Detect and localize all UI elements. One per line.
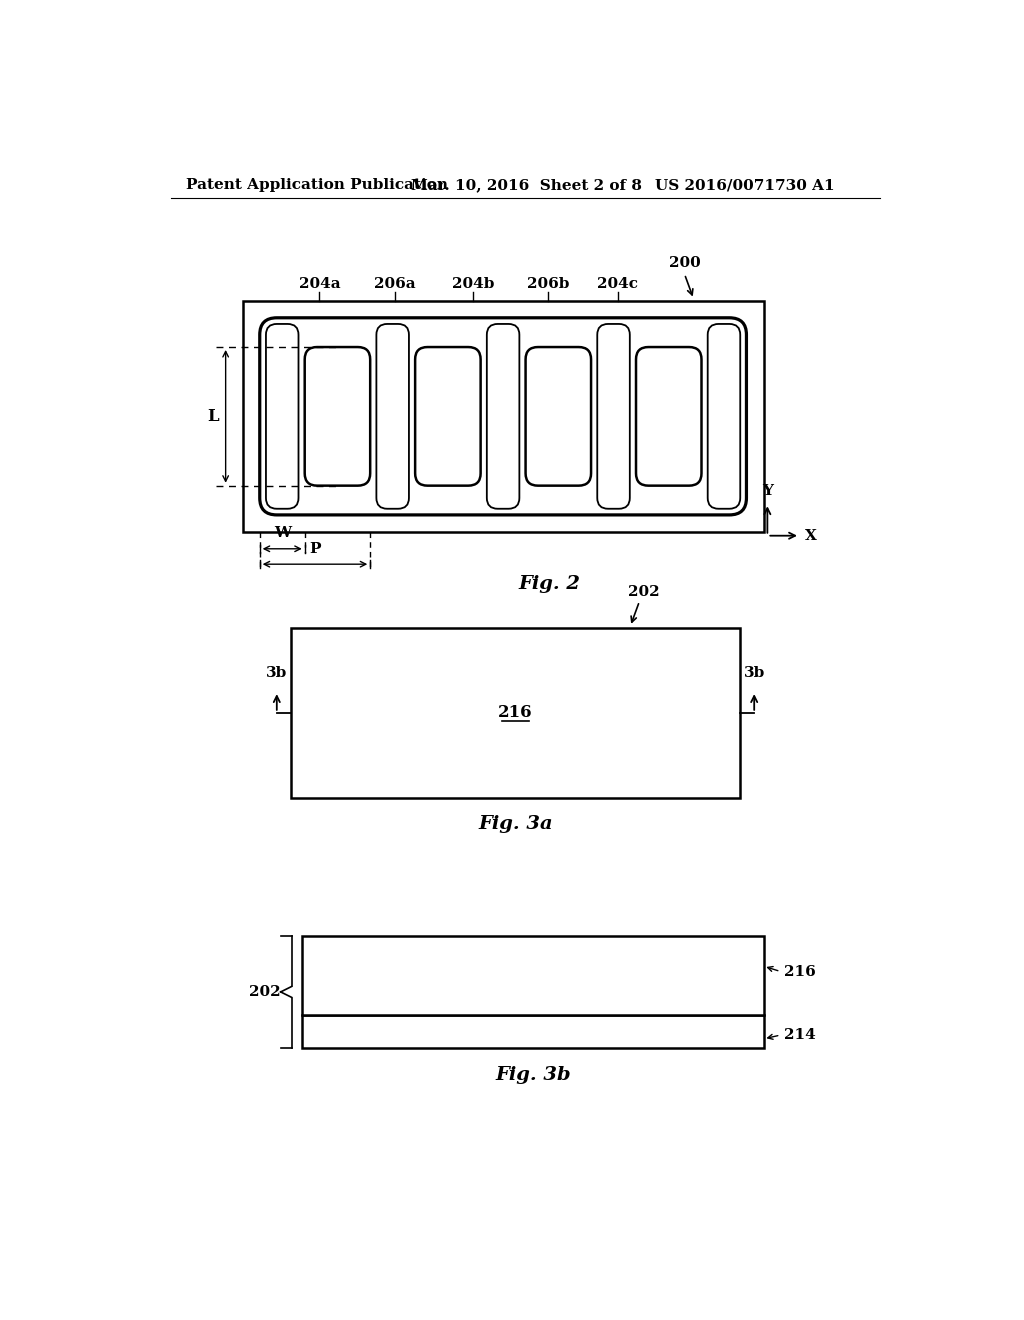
Text: 206b: 206b xyxy=(527,277,569,290)
Text: 204c: 204c xyxy=(597,277,638,290)
Bar xyxy=(302,936,764,1015)
Text: X: X xyxy=(805,529,816,543)
Text: 204a: 204a xyxy=(299,277,340,290)
FancyBboxPatch shape xyxy=(305,347,371,486)
Bar xyxy=(243,301,764,532)
Text: 216: 216 xyxy=(499,705,532,721)
Text: L: L xyxy=(208,408,219,425)
Text: 3b: 3b xyxy=(743,667,765,681)
Text: 214: 214 xyxy=(783,1028,815,1041)
FancyBboxPatch shape xyxy=(260,318,746,515)
Text: Fig. 2: Fig. 2 xyxy=(518,576,581,593)
Text: 202: 202 xyxy=(628,585,659,599)
FancyBboxPatch shape xyxy=(415,347,480,486)
Text: 204b: 204b xyxy=(452,277,494,290)
Text: Fig. 3b: Fig. 3b xyxy=(496,1065,570,1084)
Text: Fig. 3a: Fig. 3a xyxy=(478,816,553,833)
Text: US 2016/0071730 A1: US 2016/0071730 A1 xyxy=(655,178,835,193)
Bar xyxy=(302,1015,764,1048)
Bar xyxy=(291,628,740,797)
FancyBboxPatch shape xyxy=(525,347,591,486)
Text: 216: 216 xyxy=(783,965,815,978)
Text: 206a: 206a xyxy=(374,277,416,290)
FancyBboxPatch shape xyxy=(636,347,701,486)
Text: 200: 200 xyxy=(669,256,700,271)
Text: W: W xyxy=(273,527,291,540)
Text: Y: Y xyxy=(762,484,773,498)
Text: P: P xyxy=(309,541,321,556)
Text: 3b: 3b xyxy=(266,667,288,681)
Text: 202: 202 xyxy=(250,985,281,999)
Text: Mar. 10, 2016  Sheet 2 of 8: Mar. 10, 2016 Sheet 2 of 8 xyxy=(411,178,642,193)
Text: Patent Application Publication: Patent Application Publication xyxy=(186,178,449,193)
